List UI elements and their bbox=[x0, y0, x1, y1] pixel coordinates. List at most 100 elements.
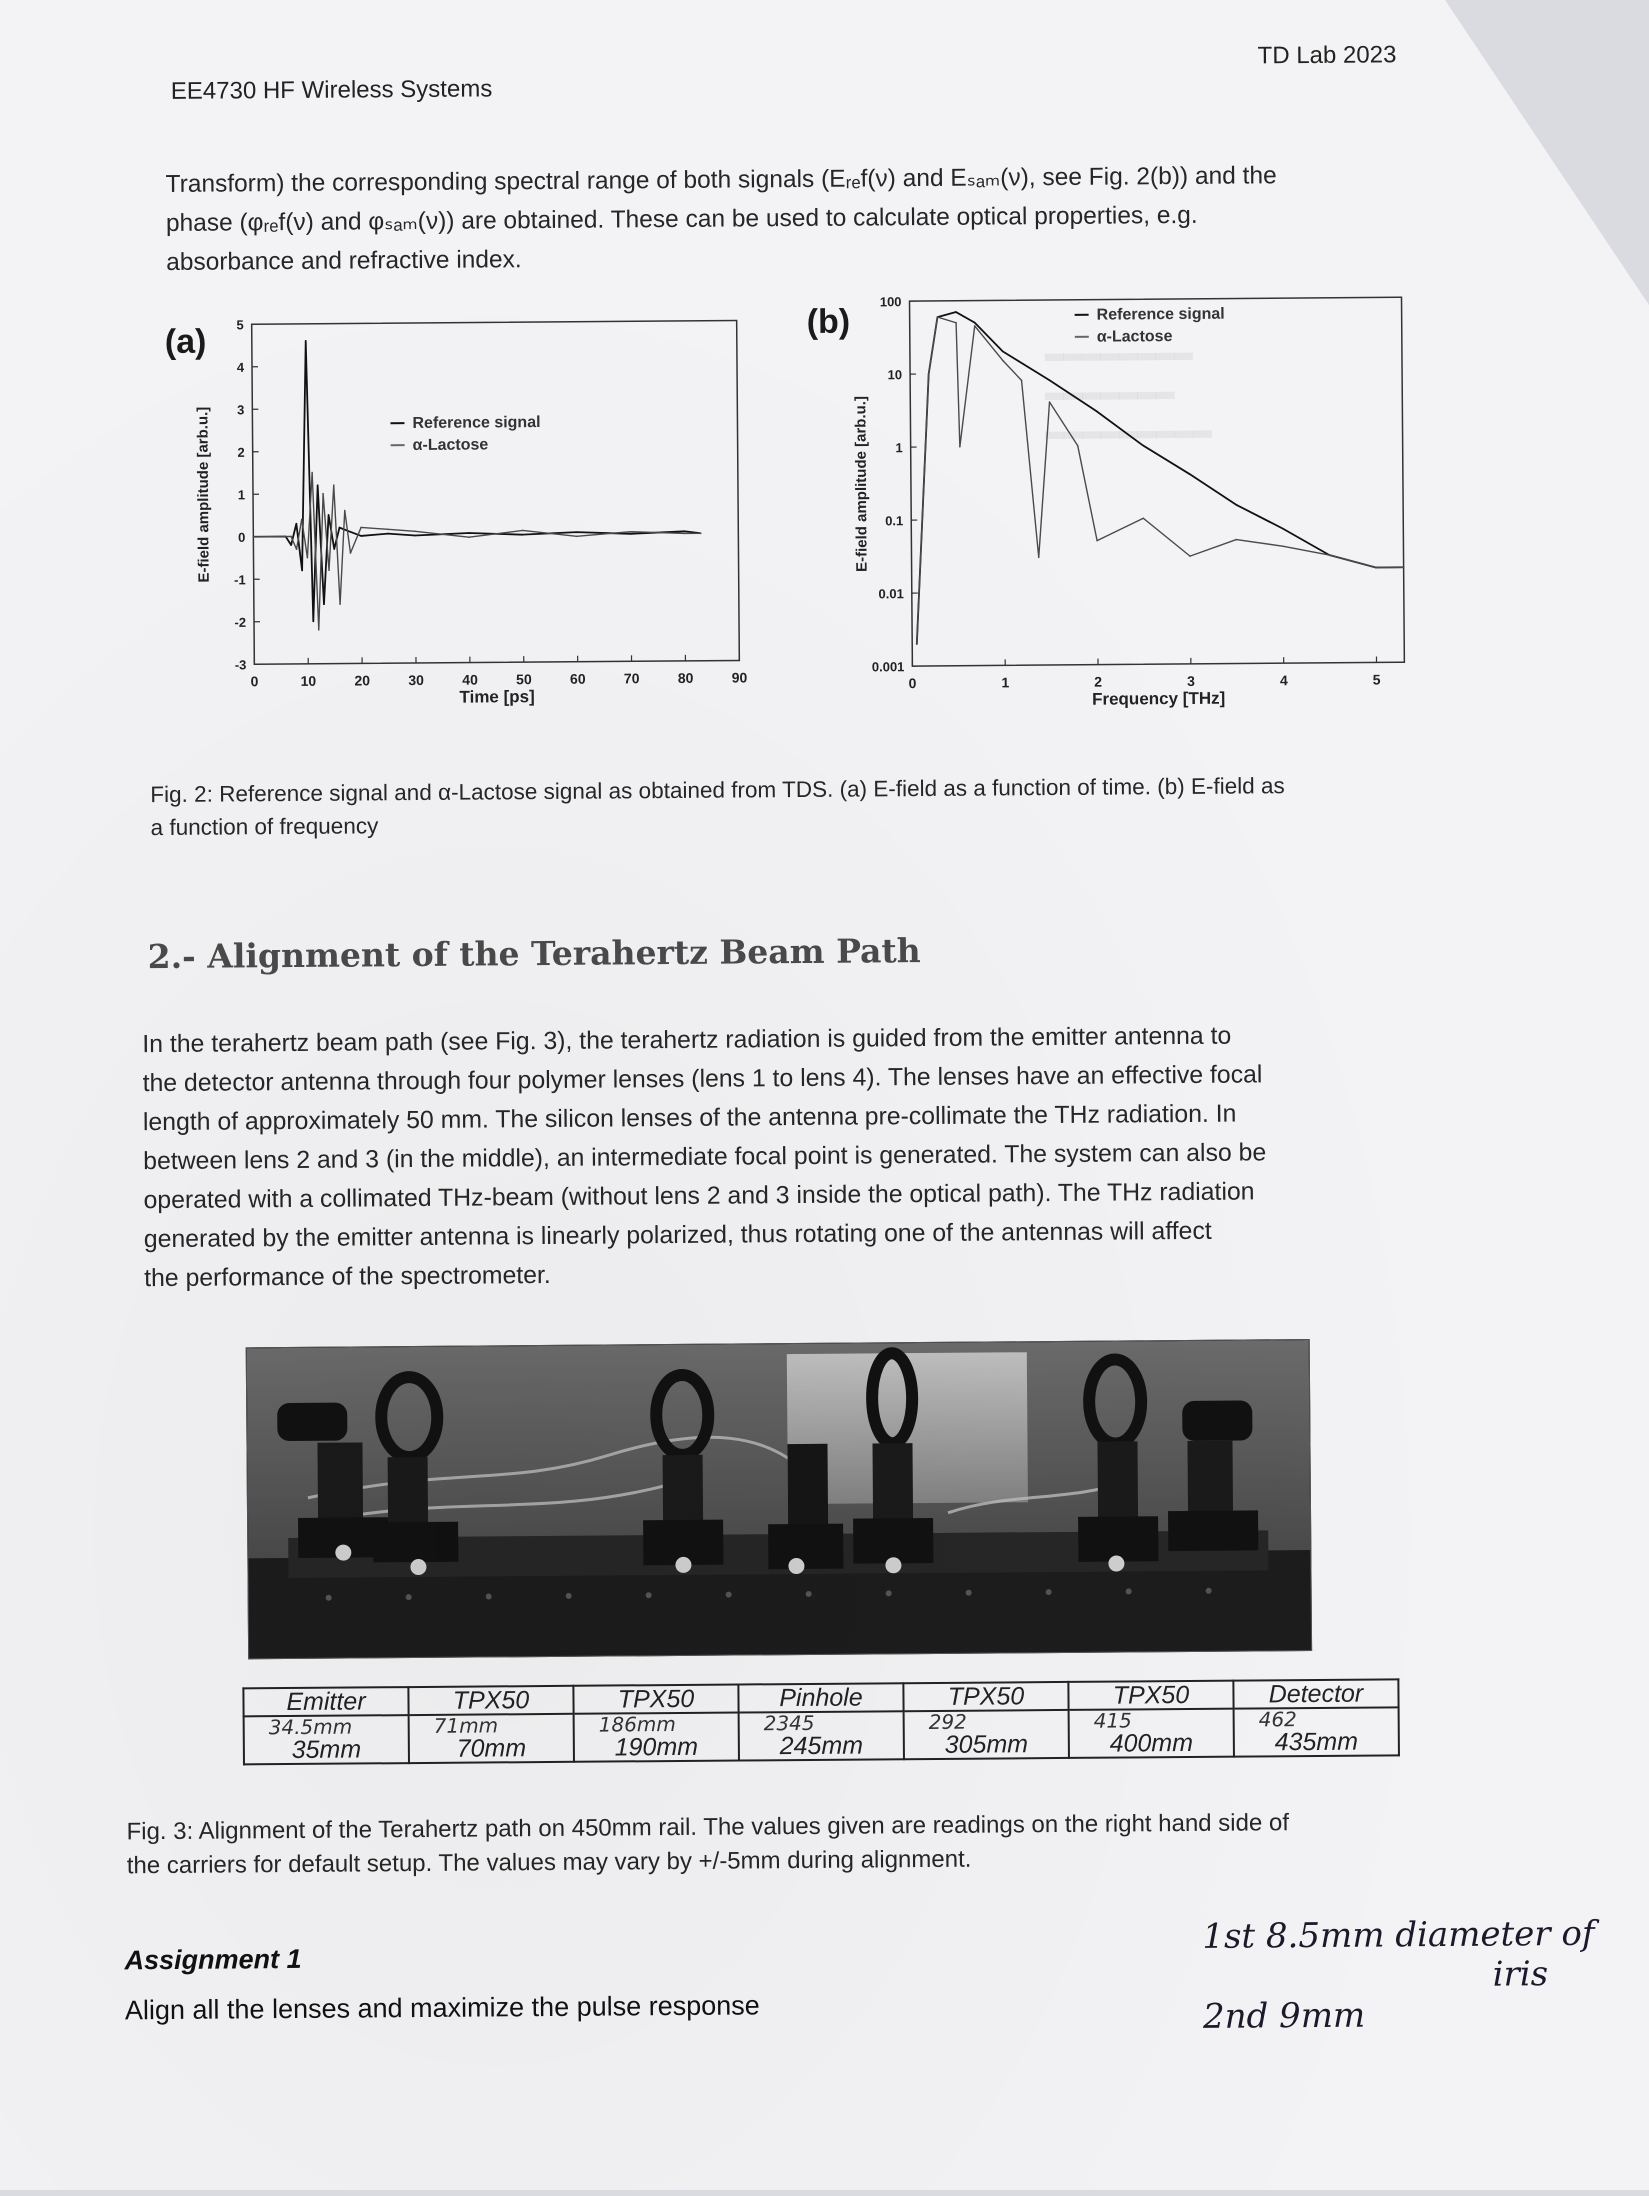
data-point bbox=[1077, 445, 1079, 447]
data-point bbox=[387, 533, 389, 535]
rail-position-table: Emitter TPX50 TPX50 Pinhole TPX50 TPX50 … bbox=[242, 1678, 1400, 1765]
figure-3-caption: Fig. 3: Alignment of the Terahertz path … bbox=[126, 1805, 1486, 1884]
data-point bbox=[360, 535, 362, 537]
note-line: 1st 8.5mm diameter of bbox=[1202, 1914, 1622, 1957]
data-point bbox=[350, 552, 352, 554]
data-point bbox=[253, 536, 255, 538]
data-point bbox=[414, 535, 416, 537]
data-point bbox=[684, 533, 686, 535]
series-line-0 bbox=[914, 309, 1404, 645]
figure-2-caption: Fig. 2: Reference signal and α-Lactose s… bbox=[150, 768, 1450, 844]
x-tick-label: 0 bbox=[909, 675, 917, 691]
x-tick-label: 70 bbox=[624, 670, 640, 686]
data-point bbox=[1282, 545, 1284, 547]
handwritten-reading: 462 bbox=[1239, 1708, 1394, 1729]
data-point bbox=[1282, 528, 1284, 530]
data-point bbox=[312, 621, 314, 623]
default-position: 245mm bbox=[780, 1732, 864, 1761]
data-point bbox=[576, 536, 578, 538]
data-point bbox=[339, 527, 341, 529]
table-header-cell: Pinhole bbox=[738, 1683, 903, 1712]
data-point bbox=[955, 322, 957, 324]
y-tick-label: 0.1 bbox=[885, 513, 903, 528]
data-point bbox=[684, 530, 686, 532]
data-point bbox=[1049, 401, 1051, 403]
y-tick-label: 1 bbox=[238, 487, 245, 502]
handwritten-reading: 71mm bbox=[414, 1715, 569, 1736]
data-point bbox=[959, 446, 961, 448]
data-point bbox=[522, 534, 524, 536]
default-position: 400mm bbox=[1110, 1729, 1194, 1758]
table-header-cell: TPX50 bbox=[1068, 1681, 1233, 1710]
y-tick-label: 10 bbox=[888, 367, 903, 382]
x-tick-label: 80 bbox=[678, 670, 694, 686]
y-tick-label: -2 bbox=[234, 615, 246, 630]
x-tick-label: 2 bbox=[1094, 674, 1102, 690]
data-point bbox=[1235, 539, 1237, 541]
data-point bbox=[937, 316, 939, 318]
y-axis-label: E-field amplitude [arb.u.] bbox=[852, 396, 870, 572]
handwritten-reading: 2345 bbox=[744, 1712, 899, 1733]
y-tick-label: 3 bbox=[237, 402, 244, 417]
y-tick-label: 1 bbox=[895, 440, 902, 455]
data-point bbox=[414, 530, 416, 532]
intro-paragraph: Transform) the corresponding spectral ra… bbox=[165, 155, 1426, 282]
data-point bbox=[955, 311, 957, 313]
section-title: 2.- Alignment of the Terahertz Beam Path bbox=[147, 931, 920, 976]
data-point bbox=[974, 325, 976, 327]
handwritten-reading: 34.5mm bbox=[249, 1716, 404, 1737]
x-axis-label: Time [ps] bbox=[459, 687, 534, 707]
data-point bbox=[1235, 504, 1237, 506]
assignment-title: Assignment 1 bbox=[124, 1944, 301, 1976]
data-point bbox=[296, 548, 298, 550]
y-tick-label: 4 bbox=[237, 360, 245, 375]
data-point bbox=[1142, 444, 1144, 446]
data-point bbox=[1049, 379, 1051, 381]
plot-frame bbox=[910, 297, 1405, 666]
data-point bbox=[928, 373, 930, 375]
table-header-cell: Emitter bbox=[243, 1687, 408, 1716]
handwritten-reading: 292 bbox=[909, 1711, 1064, 1732]
note-line: iris bbox=[1203, 1954, 1623, 1997]
x-tick-label: 50 bbox=[516, 671, 532, 687]
data-point bbox=[630, 533, 632, 535]
default-position: 435mm bbox=[1275, 1728, 1359, 1757]
data-point bbox=[350, 531, 352, 533]
data-point bbox=[317, 484, 319, 486]
data-point bbox=[1189, 473, 1191, 475]
series-line-1 bbox=[253, 470, 702, 631]
x-tick-label: 1 bbox=[1001, 674, 1009, 690]
data-point bbox=[387, 529, 389, 531]
data-point bbox=[333, 484, 335, 486]
lab-header: TD Lab 2023 bbox=[1257, 41, 1396, 70]
data-point bbox=[1142, 517, 1144, 519]
data-point bbox=[700, 532, 702, 534]
data-point bbox=[296, 523, 298, 525]
data-point bbox=[468, 536, 470, 538]
data-point bbox=[339, 603, 341, 605]
data-point bbox=[1403, 566, 1405, 568]
section-body: In the terahertz beam path (see Fig. 3),… bbox=[142, 1015, 1474, 1298]
x-axis-label: Frequency [THz] bbox=[1092, 689, 1225, 709]
data-point bbox=[1038, 556, 1040, 558]
legend-label: α-Lactose bbox=[1097, 328, 1173, 346]
x-tick-label: 5 bbox=[1373, 671, 1381, 687]
data-point bbox=[301, 519, 303, 521]
default-position: 305mm bbox=[945, 1730, 1029, 1759]
table-header-cell: TPX50 bbox=[903, 1682, 1068, 1711]
x-tick-label: 30 bbox=[408, 672, 424, 688]
data-point bbox=[328, 569, 330, 571]
y-tick-label: 0 bbox=[238, 530, 245, 545]
data-point bbox=[1002, 351, 1004, 353]
data-point bbox=[576, 531, 578, 533]
